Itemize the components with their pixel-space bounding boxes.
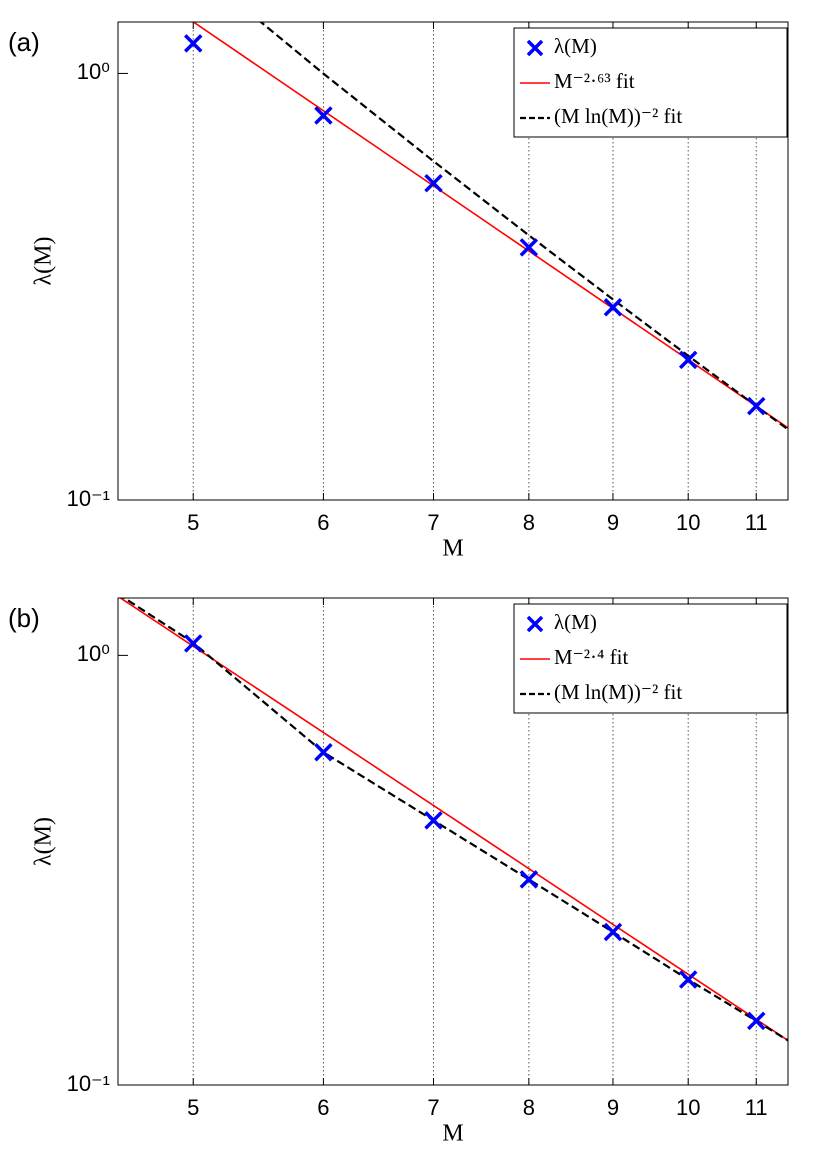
panel-label: (b) [8, 603, 40, 633]
y-tick-label: 10⁰ [77, 641, 110, 666]
x-tick-label: 11 [745, 1095, 768, 1120]
legend-box [513, 27, 788, 138]
x-tick-label: 10 [676, 1095, 700, 1120]
x-axis-label: M [442, 536, 463, 562]
fit-line [259, 22, 788, 431]
plot-content [119, 598, 788, 1042]
x-tick-label: 7 [427, 510, 439, 535]
legend: λ(M) M⁻²·⁴ fit (M ln(M))⁻² fit [513, 603, 788, 714]
data-point [603, 298, 623, 317]
legend-label: (M ln(M))⁻² fit [554, 680, 682, 704]
data-point [678, 970, 698, 989]
y-axis-label: λ(M) [31, 237, 57, 286]
x-tick-label: 11 [745, 510, 768, 535]
panel: 5 6 7 8 9 10 11 10⁻¹ 10⁰ Mλ(M) (b) λ(M) M⁻²·⁴ fit (M … [8, 597, 789, 1147]
data-point [603, 922, 623, 942]
x-tick-label: 8 [523, 1095, 535, 1120]
legend-label: (M ln(M))⁻² fit [554, 104, 682, 128]
data-point [519, 870, 539, 889]
data-point [424, 173, 443, 193]
legend-label: λ(M) [554, 610, 597, 634]
fit-line [122, 598, 788, 1042]
x-tick-label: 6 [317, 510, 329, 535]
y-tick-label: 10⁰ [77, 59, 110, 84]
legend-label: M⁻²·⁴ fit [554, 645, 628, 669]
fit-line [119, 598, 788, 1042]
plot-frame [117, 21, 789, 501]
plot-content [183, 22, 788, 431]
data-point [747, 1011, 766, 1031]
x-tick-label: 6 [317, 1095, 329, 1120]
legend-marker [526, 615, 544, 633]
data-point [314, 106, 333, 125]
panel-label: (a) [8, 27, 40, 57]
legend-marker [526, 39, 544, 57]
plot-frame [117, 597, 789, 1086]
x-tick-label: 9 [607, 510, 619, 535]
x-tick-label: 7 [427, 1095, 439, 1120]
y-tick-label: 10⁻¹ [67, 486, 110, 511]
data-point [183, 634, 203, 653]
data-point [747, 396, 766, 416]
y-tick-label: 10⁻¹ [67, 1071, 110, 1096]
data-point [183, 34, 203, 53]
data-point [678, 350, 698, 370]
y-axis-label: λ(M) [31, 817, 57, 866]
data-point [519, 238, 539, 257]
x-tick-label: 5 [187, 1095, 199, 1120]
x-tick-label: 9 [607, 1095, 619, 1120]
legend: λ(M) M⁻²·⁶³ fit (M ln(M))⁻² fit [513, 27, 788, 138]
x-axis-label: M [442, 1121, 463, 1147]
legend-box [513, 603, 788, 714]
data-point [424, 811, 443, 830]
x-tick-label: 8 [523, 510, 535, 535]
x-tick-label: 10 [676, 510, 700, 535]
legend-label: λ(M) [554, 34, 597, 58]
x-tick-label: 5 [187, 510, 199, 535]
legend-label: M⁻²·⁶³ fit [554, 69, 635, 93]
panel: 5 6 7 8 9 10 11 10⁻¹ 10⁰ Mλ(M) (a) λ(M) M⁻²·⁶³ fit (M… [8, 21, 789, 562]
data-point [314, 743, 333, 762]
